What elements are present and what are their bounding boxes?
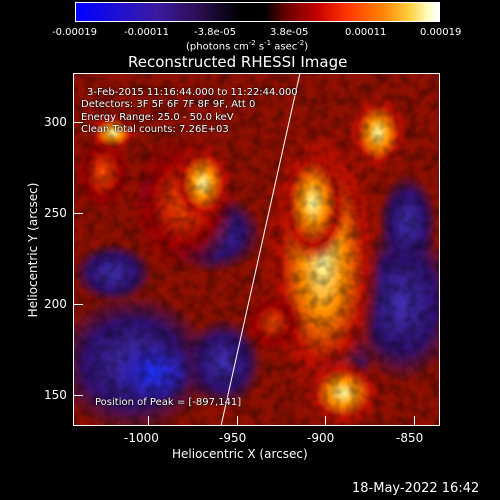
peak-annotation: Position of Peak = [-897,141]: [95, 397, 242, 408]
y-tick-label: 250: [44, 206, 67, 220]
x-tick-label: -850: [396, 431, 424, 445]
colorbar-tick: 0.00011: [345, 27, 387, 38]
x-tick-label: -950: [219, 431, 247, 445]
counts-annotation: Clean Total counts: 7.26E+03: [81, 124, 229, 135]
y-tick-label: 300: [44, 115, 67, 129]
y-tick-mark: [73, 213, 83, 214]
time-range-annotation: 3-Feb-2015 11:16:44.000 to 11:22:44.000: [87, 87, 298, 98]
x-tick-mark: [148, 416, 149, 426]
colorbar-tick: -3.8e-05: [194, 27, 236, 38]
y-tick-label: 200: [44, 297, 67, 311]
colorbar-tick: 3.8e-05: [270, 27, 309, 38]
x-tick-label: -1000: [124, 431, 159, 445]
colorbar-tick: -0.00019: [52, 27, 97, 38]
x-tick-label: -900: [307, 431, 335, 445]
timestamp: 18-May-2022 16:42: [352, 481, 480, 496]
rhessi-image: 3-Feb-2015 11:16:44.000 to 11:22:44.000 …: [73, 73, 440, 426]
y-axis-label: Heliocentric Y (arcsec): [26, 182, 40, 318]
y-tick-label: 150: [44, 388, 67, 402]
plot-title: Reconstructed RHESSI Image: [128, 53, 348, 71]
y-tick-mark: [73, 395, 83, 396]
energy-annotation: Energy Range: 25.0 - 50.0 keV: [81, 112, 234, 123]
y-tick-mark: [73, 304, 83, 305]
x-tick-mark: [325, 416, 326, 426]
detectors-annotation: Detectors: 3F 5F 6F 7F 8F 9F, Att 0: [81, 99, 256, 110]
colorbar-unit: (photons cm-2 s-1 asec-2): [186, 39, 309, 53]
colorbar: [75, 2, 440, 22]
colorbar-tick: -0.00011: [124, 27, 169, 38]
x-tick-mark: [414, 416, 415, 426]
colorbar-tick: 0.00019: [420, 27, 462, 38]
x-tick-mark: [237, 416, 238, 426]
y-tick-mark: [73, 122, 83, 123]
x-axis-label: Heliocentric X (arcsec): [172, 447, 308, 461]
